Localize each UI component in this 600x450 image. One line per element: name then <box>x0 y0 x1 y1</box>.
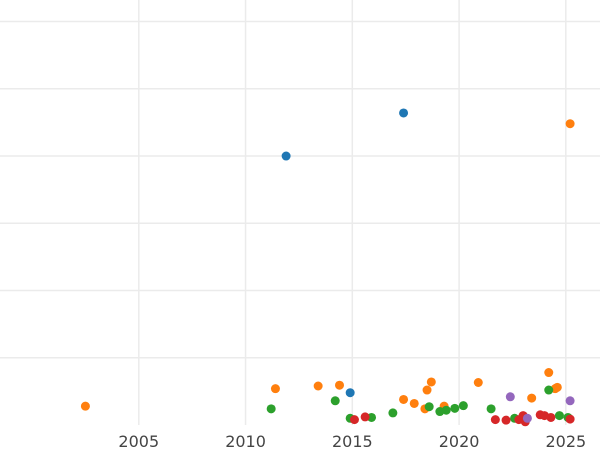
data-point <box>554 411 564 421</box>
data-point <box>313 381 323 391</box>
data-point <box>565 414 575 424</box>
data-point <box>80 401 90 411</box>
data-point <box>399 394 409 404</box>
data-point <box>399 108 409 118</box>
data-point <box>501 415 511 425</box>
x-tick-labels: 2005 2010 2015 2020 2025 <box>118 432 586 450</box>
data-point <box>426 377 436 387</box>
data-point <box>565 119 575 129</box>
data-point <box>424 402 434 412</box>
data-point <box>422 385 432 395</box>
x-tick-label: 2015 <box>332 432 373 450</box>
data-point <box>450 403 460 413</box>
data-point <box>505 392 515 402</box>
data-point <box>281 151 291 161</box>
grid-layer <box>0 0 600 425</box>
data-point <box>270 384 280 394</box>
x-tick-label: 2010 <box>225 432 266 450</box>
data-point <box>544 368 554 378</box>
data-point <box>266 404 276 414</box>
data-point <box>490 415 500 425</box>
data-point <box>441 405 451 415</box>
data-point <box>486 404 496 414</box>
data-point <box>552 382 562 392</box>
x-tick-label: 2020 <box>439 432 480 450</box>
data-point <box>473 378 483 387</box>
data-point <box>522 413 532 423</box>
data-point <box>544 385 554 395</box>
data-point <box>335 380 345 390</box>
points-layer <box>80 108 575 427</box>
data-point <box>349 415 359 425</box>
x-tick-label: 2005 <box>118 432 159 450</box>
data-point <box>546 412 556 422</box>
data-point <box>388 408 398 418</box>
data-point <box>345 388 355 398</box>
data-point <box>360 412 370 422</box>
data-point <box>527 393 537 403</box>
data-point <box>330 396 340 406</box>
x-tick-label: 2025 <box>545 432 586 450</box>
data-point <box>458 401 468 411</box>
data-point <box>565 396 575 406</box>
data-point <box>409 398 419 408</box>
